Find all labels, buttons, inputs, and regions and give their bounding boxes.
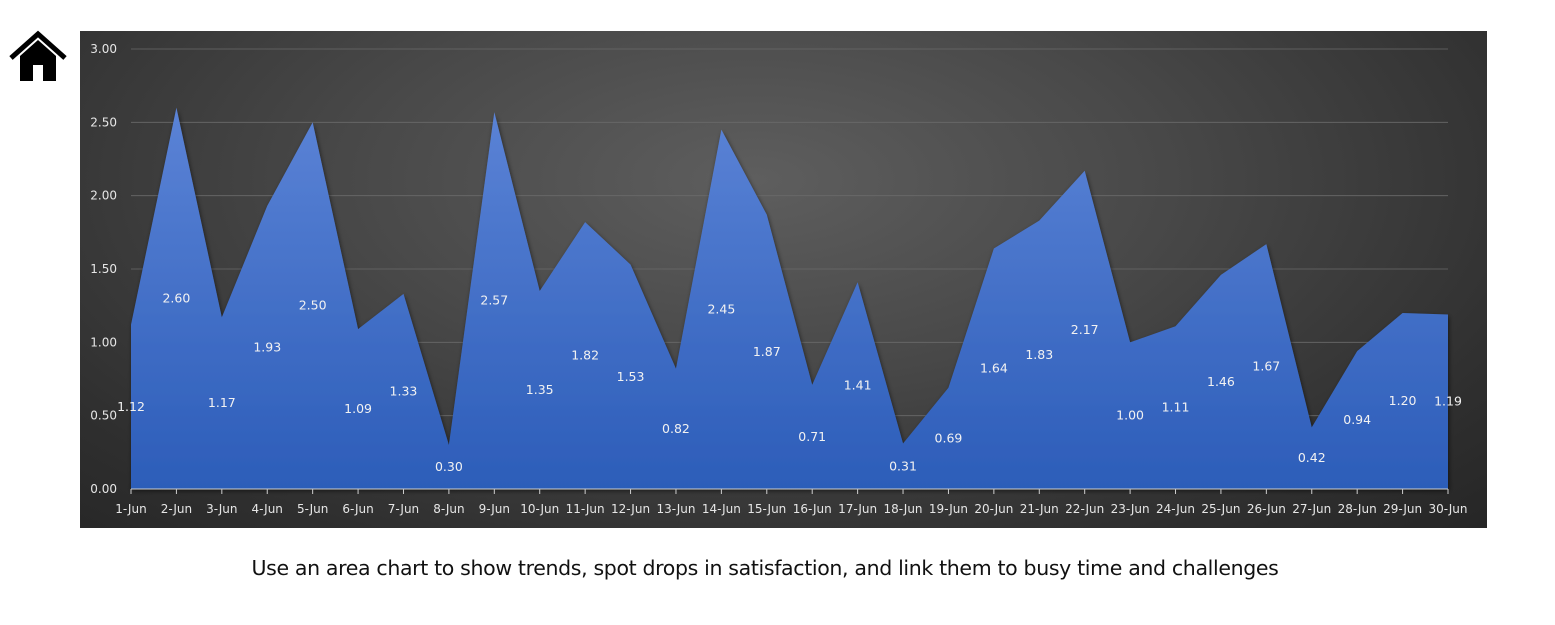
home-button[interactable] bbox=[8, 30, 68, 85]
data-label: 1.53 bbox=[617, 369, 645, 384]
x-tick-label: 3-Jun bbox=[206, 502, 237, 516]
x-tick-label: 21-Jun bbox=[1020, 502, 1059, 516]
data-label: 0.31 bbox=[889, 458, 917, 473]
x-tick-label: 24-Jun bbox=[1156, 502, 1195, 516]
y-tick-label: 0.50 bbox=[90, 409, 117, 423]
x-tick-label: 14-Jun bbox=[702, 502, 741, 516]
area-series bbox=[131, 107, 1448, 490]
data-label: 1.09 bbox=[344, 401, 372, 416]
data-label: 2.60 bbox=[162, 290, 190, 305]
x-tick-label: 20-Jun bbox=[974, 502, 1013, 516]
x-tick-label: 1-Jun bbox=[115, 502, 146, 516]
x-tick-label: 12-Jun bbox=[611, 502, 650, 516]
x-tick-label: 30-Jun bbox=[1428, 502, 1467, 516]
area-chart: 0.00 0.50 1.00 1.50 2.00 2.50 3.00 1-Jun 2-Jun 3… bbox=[90, 42, 1467, 516]
x-tick-label: 29-Jun bbox=[1383, 502, 1422, 516]
x-tick-label: 7-Jun bbox=[388, 502, 419, 516]
data-label: 2.17 bbox=[1071, 322, 1099, 337]
data-label: 1.41 bbox=[844, 378, 872, 393]
data-label: 1.17 bbox=[208, 395, 236, 410]
chart-caption: Use an area chart to show trends, spot d… bbox=[251, 556, 1279, 580]
x-tick-label: 17-Jun bbox=[838, 502, 877, 516]
x-tick-label: 5-Jun bbox=[297, 502, 328, 516]
y-tick-label: 1.50 bbox=[90, 262, 117, 276]
x-tick-label: 6-Jun bbox=[342, 502, 373, 516]
x-tick-label: 27-Jun bbox=[1292, 502, 1331, 516]
data-label: 1.00 bbox=[1116, 408, 1144, 423]
data-labels: 1.12 2.60 1.17 1.93 2.50 1.09 1.33 0.30 2.57 1.35… bbox=[117, 290, 1462, 474]
x-tick-label: 18-Jun bbox=[884, 502, 923, 516]
x-tick-label: 10-Jun bbox=[520, 502, 559, 516]
data-label: 0.71 bbox=[798, 429, 826, 444]
x-axis-tick-labels: 1-Jun 2-Jun 3-Jun 4-Jun 5-Jun 6-Jun 7-Jun 8-Jun… bbox=[115, 502, 1467, 516]
x-tick-label: 4-Jun bbox=[252, 502, 283, 516]
data-label: 1.46 bbox=[1207, 374, 1235, 389]
data-label: 1.12 bbox=[117, 399, 145, 414]
x-tick-label: 23-Jun bbox=[1111, 502, 1150, 516]
data-label: 1.64 bbox=[980, 361, 1008, 376]
data-label: 1.19 bbox=[1434, 394, 1462, 409]
x-tick-label: 8-Jun bbox=[433, 502, 464, 516]
data-label: 1.67 bbox=[1252, 359, 1280, 374]
data-label: 1.11 bbox=[1162, 400, 1190, 415]
home-icon bbox=[9, 30, 67, 81]
area-fill bbox=[131, 107, 1448, 490]
data-label: 0.30 bbox=[435, 459, 463, 474]
data-label: 1.82 bbox=[571, 348, 599, 363]
x-tick-label: 13-Jun bbox=[656, 502, 695, 516]
data-label: 1.20 bbox=[1389, 393, 1417, 408]
x-tick-label: 9-Jun bbox=[479, 502, 510, 516]
x-tick-label: 26-Jun bbox=[1247, 502, 1286, 516]
data-label: 2.50 bbox=[299, 298, 327, 313]
data-label: 0.82 bbox=[662, 421, 690, 436]
data-label: 1.87 bbox=[753, 344, 781, 359]
x-axis bbox=[130, 488, 1449, 494]
data-label: 1.83 bbox=[1025, 347, 1053, 362]
y-axis-tick-labels: 0.00 0.50 1.00 1.50 2.00 2.50 3.00 bbox=[90, 42, 117, 496]
x-tick-label: 28-Jun bbox=[1338, 502, 1377, 516]
y-tick-label: 0.00 bbox=[90, 482, 117, 496]
x-tick-label: 16-Jun bbox=[793, 502, 832, 516]
x-tick-label: 25-Jun bbox=[1201, 502, 1240, 516]
y-tick-label: 3.00 bbox=[90, 42, 117, 56]
y-tick-label: 2.00 bbox=[90, 189, 117, 203]
data-label: 1.35 bbox=[526, 382, 554, 397]
data-label: 2.57 bbox=[480, 293, 508, 308]
data-label: 0.94 bbox=[1343, 412, 1371, 427]
x-tick-label: 11-Jun bbox=[566, 502, 605, 516]
x-tick-label: 22-Jun bbox=[1065, 502, 1104, 516]
data-label: 1.33 bbox=[390, 383, 418, 398]
x-tick-label: 19-Jun bbox=[929, 502, 968, 516]
x-tick-label: 2-Jun bbox=[161, 502, 192, 516]
y-tick-label: 2.50 bbox=[90, 115, 117, 129]
data-label: 0.42 bbox=[1298, 450, 1326, 465]
x-tick-label: 15-Jun bbox=[747, 502, 786, 516]
chart-panel: 0.00 0.50 1.00 1.50 2.00 2.50 3.00 1-Jun 2-Jun 3… bbox=[80, 31, 1487, 528]
data-label: 1.93 bbox=[253, 339, 281, 354]
data-label: 2.45 bbox=[707, 301, 735, 316]
data-label: 0.69 bbox=[935, 430, 963, 445]
y-tick-label: 1.00 bbox=[90, 335, 117, 349]
